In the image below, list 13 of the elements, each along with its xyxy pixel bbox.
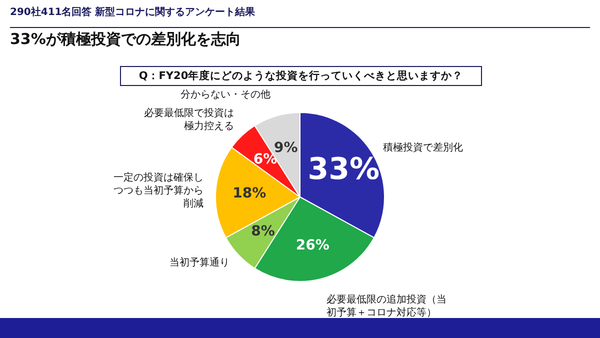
slice-label: 分からない・その他 xyxy=(180,88,270,100)
data-label: 18% xyxy=(232,185,266,202)
chart-title: 33%が積極投資での差別化を志向 xyxy=(10,30,241,49)
slice-label: 必要最低限の追加投資（当初予算＋コロナ対応等） xyxy=(326,294,446,319)
data-label: 8% xyxy=(251,223,275,240)
slice-label: 必要最低限で投資は極力控える xyxy=(144,107,234,132)
data-label: 26% xyxy=(296,238,330,254)
chart-subtitle: Q：FY20年度にどのような投資を行っていくべきと思いますか？ xyxy=(120,66,482,86)
data-label: 33% xyxy=(308,152,380,187)
slice-label: 当初予算通り xyxy=(170,256,230,269)
slice-label: 一定の投資は確保しつつも当初予算から削減 xyxy=(114,172,204,210)
slice-label: 積極投資で差別化 xyxy=(383,141,464,154)
text: 290社411名回答 新型コロナに関するアンケート結果 xyxy=(10,5,256,19)
